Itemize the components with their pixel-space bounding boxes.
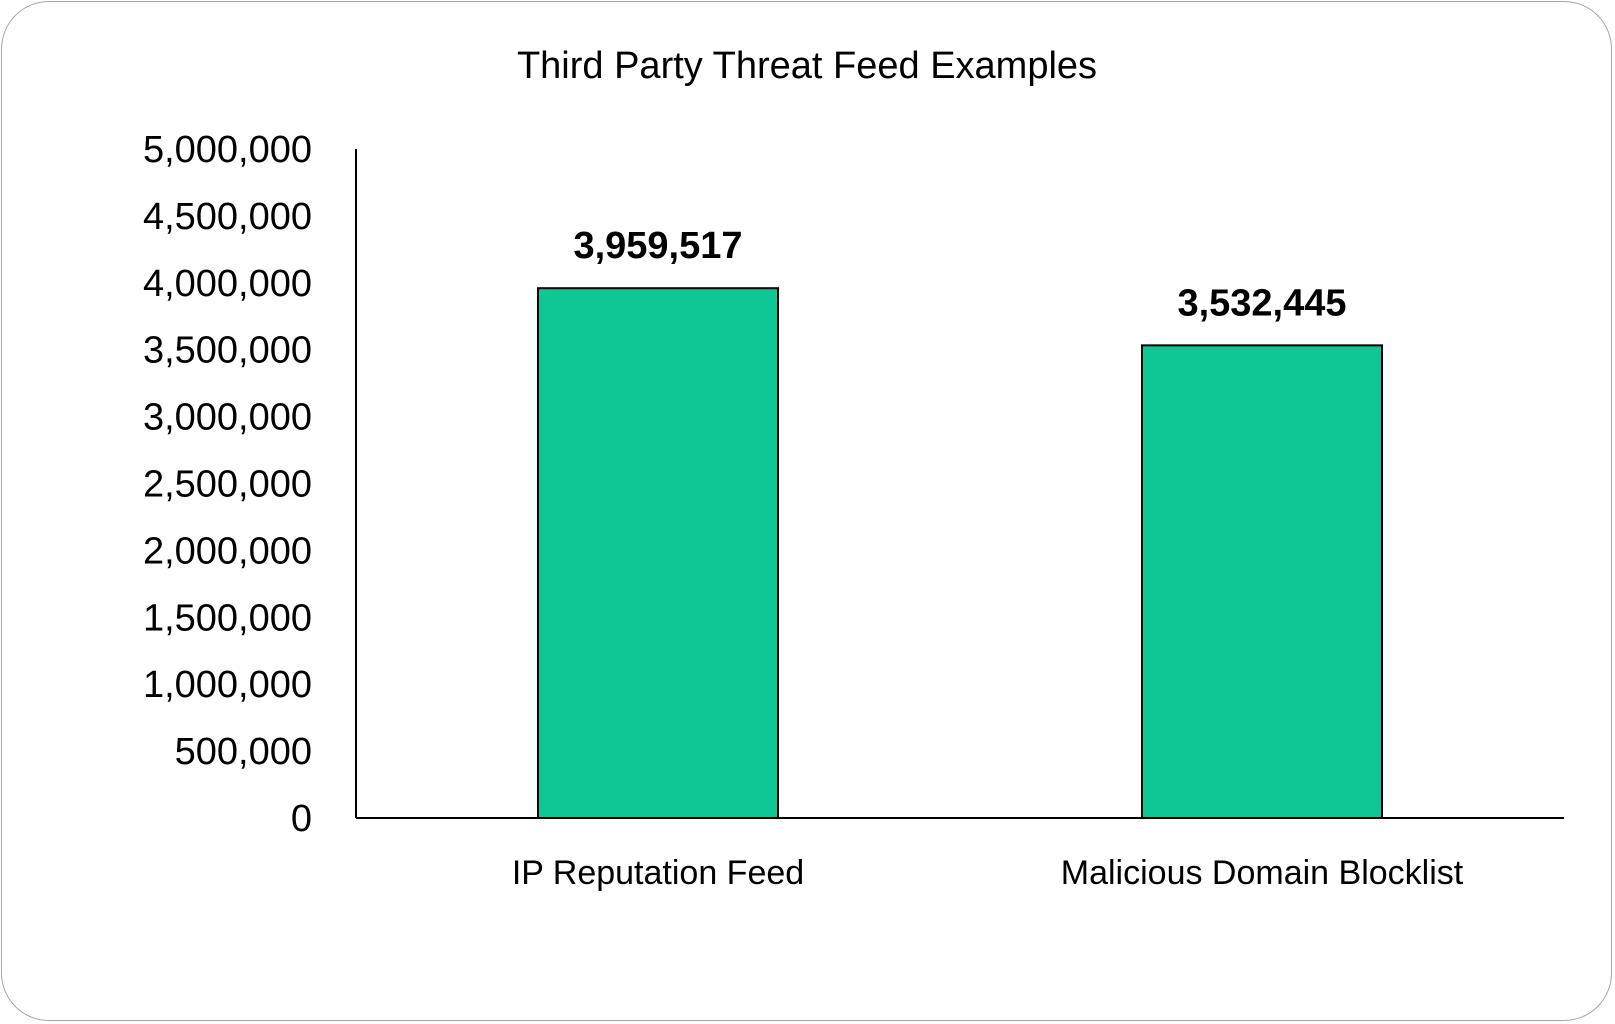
- bar-value-label: 3,959,517: [573, 225, 742, 267]
- x-category-label: IP Reputation Feed: [512, 854, 804, 892]
- y-tick-label: 4,000,000: [143, 263, 312, 305]
- y-axis-ticks: 0 500,000 1,000,000 1,500,000 2,000,000 2,500…: [143, 129, 312, 840]
- data-labels: 3,959,517 3,532,445: [573, 225, 1346, 324]
- bars: [537, 287, 1383, 819]
- bar-value-label: 3,532,445: [1177, 282, 1346, 324]
- y-tick-label: 0: [291, 798, 312, 840]
- chart-title: Third Party Threat Feed Examples: [517, 45, 1097, 87]
- y-tick-label: 2,500,000: [143, 464, 312, 506]
- y-tick-label: 3,000,000: [143, 397, 312, 439]
- bar: [1141, 344, 1383, 819]
- y-tick-label: 3,500,000: [143, 330, 312, 372]
- y-tick-label: 1,000,000: [143, 664, 312, 706]
- y-tick-label: 5,000,000: [143, 129, 312, 171]
- y-tick-label: 4,500,000: [143, 196, 312, 238]
- bar: [537, 287, 779, 819]
- y-tick-label: 1,500,000: [143, 597, 312, 639]
- y-tick-label: 2,000,000: [143, 530, 312, 572]
- x-category-label: Malicious Domain Blocklist: [1061, 854, 1464, 892]
- y-tick-label: 500,000: [175, 731, 312, 773]
- x-axis-labels: IP Reputation Feed Malicious Domain Block…: [512, 854, 1464, 892]
